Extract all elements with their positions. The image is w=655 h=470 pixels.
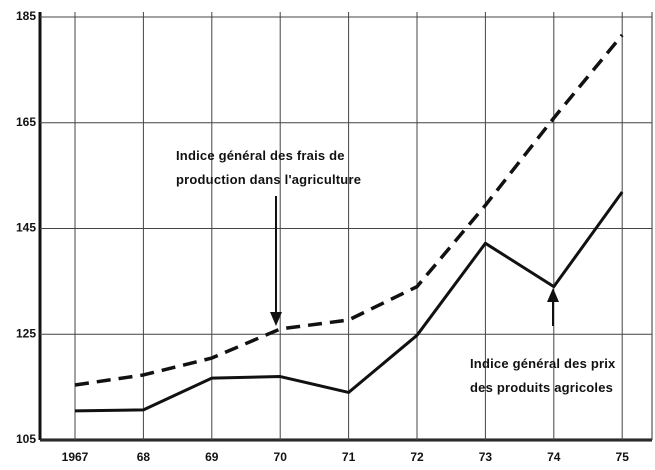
y-tick-label: 185 xyxy=(16,9,36,23)
y-tick-label: 105 xyxy=(16,432,36,446)
x-tick-label: 70 xyxy=(274,450,288,464)
x-tick-label: 68 xyxy=(137,450,151,464)
x-tick-label: 75 xyxy=(616,450,630,464)
series-line xyxy=(74,33,624,387)
x-tick-label: 72 xyxy=(410,450,424,464)
x-tick-label: 74 xyxy=(547,450,561,464)
y-tick-label: 145 xyxy=(16,221,36,235)
arrow-head xyxy=(270,312,282,326)
series-annotation: Indice général des frais de production d… xyxy=(176,148,362,187)
y-tick-label: 125 xyxy=(16,326,36,340)
x-tick-label: 71 xyxy=(342,450,356,464)
x-tick-label: 69 xyxy=(205,450,219,464)
series-annotation: Indice général des prix des produits agr… xyxy=(470,356,616,395)
x-tick-label: 73 xyxy=(479,450,493,464)
x-tick-label: 1967 xyxy=(62,450,89,464)
arrow-head xyxy=(547,288,559,302)
y-tick-label: 165 xyxy=(16,115,36,129)
series-line xyxy=(74,191,624,413)
